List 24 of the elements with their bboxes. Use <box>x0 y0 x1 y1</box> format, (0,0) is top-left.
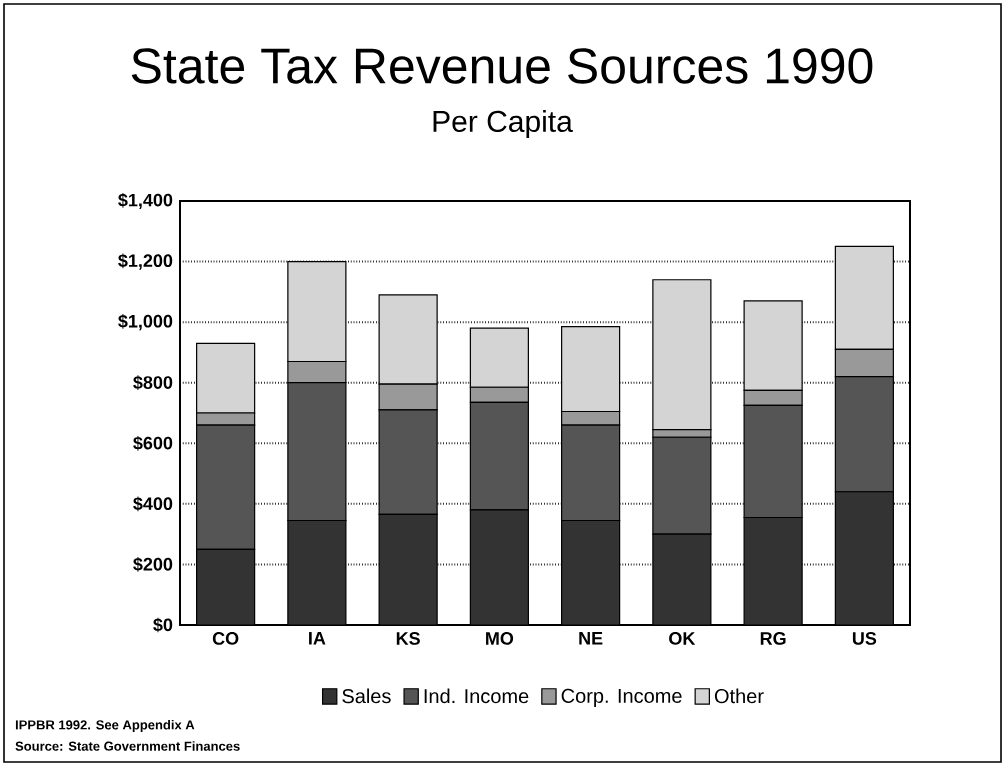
x-tick-label: RG <box>760 632 786 645</box>
y-tick-label: $1,200 <box>118 253 173 270</box>
y-tick-label: $400 <box>133 496 173 512</box>
y-tick-label: $1,000 <box>118 314 173 331</box>
legend-label: Sales <box>342 688 391 704</box>
chart-title: State Tax Revenue Sources 1990 <box>131 48 873 84</box>
legend-label: Other <box>714 688 764 704</box>
y-tick-label: $600 <box>133 435 173 451</box>
x-tick-label: OK <box>669 632 696 645</box>
x-tick-label: KS <box>396 632 420 645</box>
x-tick-label: IA <box>309 632 326 645</box>
y-tick-label: $1,400 <box>118 192 173 210</box>
y-tick-label: $200 <box>133 557 173 572</box>
source-note: Source: State Government Finances <box>15 741 240 751</box>
x-tick-label: MO <box>486 632 514 645</box>
legend-label: Ind. Income <box>424 688 529 704</box>
x-tick-label: US <box>852 632 877 645</box>
legend-label: Corp. Income <box>561 688 682 707</box>
y-tick-label: $800 <box>133 375 173 391</box>
x-tick-label: CO <box>212 632 239 645</box>
chart-subtitle: Per Capita <box>433 110 573 138</box>
x-tick-label: NE <box>579 632 603 645</box>
y-tick-label: $0 <box>153 617 173 633</box>
text: IPPBR 1992. See Appendix A <box>15 719 195 733</box>
